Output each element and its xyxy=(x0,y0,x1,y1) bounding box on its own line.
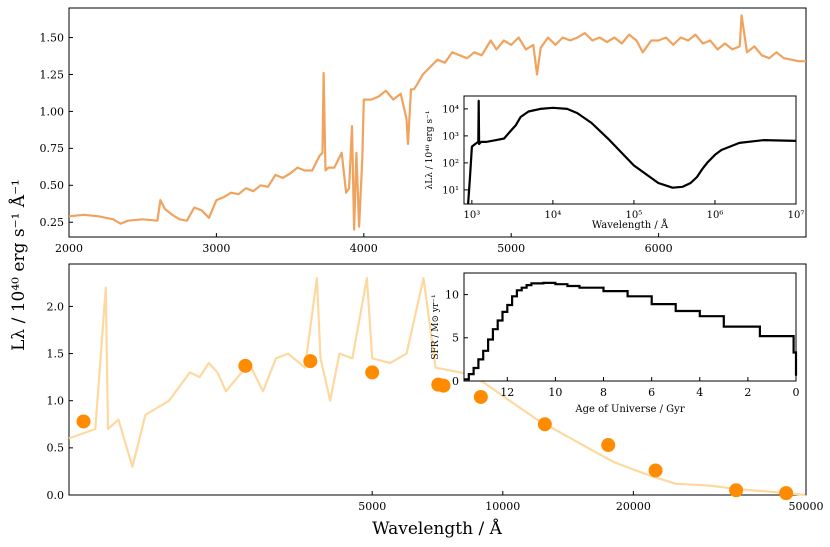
inset-bottom-xtick-label: 10 xyxy=(548,386,562,399)
bottom-xtick-label: 10000 xyxy=(485,500,520,513)
inset-bottom-xtick-label: 0 xyxy=(793,386,800,399)
inset-top-ytick-label: 10² xyxy=(442,158,459,169)
bottom-ytick-label: 0.0 xyxy=(47,489,65,502)
top-spectrum-line xyxy=(68,14,806,231)
photometry-point xyxy=(648,463,663,478)
inset-bottom-ytick-label: 0 xyxy=(452,375,459,388)
bottom-ytick-label: 0.5 xyxy=(47,442,65,455)
inset-bottom-xtick-label: 8 xyxy=(600,386,607,399)
inset-top-sed-line xyxy=(467,99,797,205)
photometry-point xyxy=(303,354,318,369)
top-ytick-label: 1.50 xyxy=(40,31,65,44)
top-ytick-label: 0.25 xyxy=(40,216,65,229)
shared-xlabel: Wavelength / Å xyxy=(372,518,502,539)
top-xtick-label: 2000 xyxy=(55,242,83,255)
top-ytick-label: 1.00 xyxy=(40,105,65,118)
inset-top-xtick-label: 10⁵ xyxy=(626,210,643,221)
inset-bottom-xtick-label: 2 xyxy=(744,386,751,399)
bottom-spectrum-line xyxy=(68,277,807,497)
photometry-point xyxy=(436,378,451,393)
photometry-point xyxy=(601,438,616,453)
top-xtick-label: 4000 xyxy=(350,242,378,255)
bottom-ytick-label: 1.5 xyxy=(47,347,65,360)
photometry-point xyxy=(779,486,794,501)
photometry-point xyxy=(238,358,253,373)
inset-top-xlabel: Wavelength / Å xyxy=(592,219,669,231)
inset-bottom-xlabel: Age of Universe / Gyr xyxy=(574,404,684,415)
inset-top-ylabel: λLλ / 10⁴⁰ erg s⁻¹ xyxy=(425,111,435,190)
bottom-xtick-label: 20000 xyxy=(616,500,651,513)
inset-top-xtick-label: 10⁷ xyxy=(788,210,805,221)
top-panel-frame xyxy=(68,7,807,238)
inset-bottom-ytick-label: 5 xyxy=(452,332,459,345)
photometry-point xyxy=(729,483,744,498)
inset-bottom-sfr-line xyxy=(464,281,798,381)
shared-ylabel: Lλ / 10⁴⁰ erg s⁻¹ Å⁻¹ xyxy=(8,179,29,351)
inset-top-ytick-label: 10¹ xyxy=(442,185,459,196)
photometry-point xyxy=(365,365,380,380)
inset-top-ytick-label: 10⁴ xyxy=(442,104,459,115)
photometry-point xyxy=(76,414,91,429)
inset-bottom-ylabel: SFR / M⊙ yr⁻¹ xyxy=(431,294,441,359)
inset-bottom-ytick-label: 10 xyxy=(445,288,459,301)
inset-top-xtick-label: 10³ xyxy=(463,210,480,221)
top-ytick-label: 0.75 xyxy=(40,142,65,155)
inset-top-xtick-label: 10⁴ xyxy=(545,210,562,221)
top-xtick-label: 6000 xyxy=(645,242,673,255)
inset-top-ytick-label: 10³ xyxy=(442,131,459,142)
inset-top-frame xyxy=(463,95,797,205)
top-ytick-label: 1.25 xyxy=(40,68,65,81)
top-xtick-label: 5000 xyxy=(497,242,525,255)
bottom-ytick-label: 2.0 xyxy=(47,300,65,313)
bottom-xtick-label: 5000 xyxy=(358,500,386,513)
inset-top-xtick-label: 10⁶ xyxy=(707,210,724,221)
bottom-ytick-label: 1.0 xyxy=(47,395,65,408)
inset-bottom-xtick-label: 6 xyxy=(648,386,655,399)
bottom-panel-frame xyxy=(68,263,807,496)
inset-bottom-xtick-label: 4 xyxy=(696,386,703,399)
bottom-xtick-label: 50000 xyxy=(789,500,824,513)
photometry-point xyxy=(537,417,552,432)
photometry-point xyxy=(473,389,488,404)
inset-bottom-xtick-label: 12 xyxy=(500,386,514,399)
top-ytick-label: 0.50 xyxy=(40,179,65,192)
top-xtick-label: 3000 xyxy=(202,242,230,255)
